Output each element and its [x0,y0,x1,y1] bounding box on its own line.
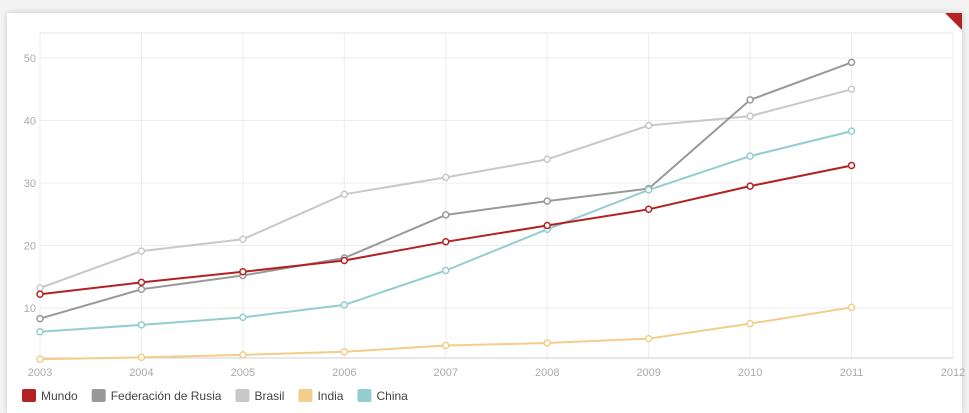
data-point[interactable] [239,268,247,276]
data-point[interactable] [746,319,754,328]
y-axis-ticks: 10 20 30 40 50 [24,53,36,315]
legend: Mundo Federación de Rusia Brasil India China [22,389,408,403]
y-tick-label: 30 [24,178,36,190]
data-point[interactable] [442,341,450,350]
data-point[interactable] [746,96,754,104]
x-tick-label: 2009 [636,367,660,379]
legend-swatch [357,389,372,402]
x-axis-ticks: 2003 2004 2005 2006 2007 2008 2009 2010 2011 2012 [28,367,965,379]
grid [39,32,954,359]
data-point[interactable] [644,205,653,213]
legend-item-federación-de-rusia[interactable]: Federación de Rusia [91,389,222,403]
legend-item-india[interactable]: India [298,389,344,403]
data-point[interactable] [847,161,856,170]
x-tick-label: 2012 [941,367,965,379]
data-point[interactable] [137,321,146,329]
legend-label: Brasil [254,389,284,403]
legend-label: Federación de Rusia [111,389,222,403]
data-point[interactable] [543,197,551,205]
data-point[interactable] [36,290,44,298]
data-point[interactable] [340,301,349,309]
data-point[interactable] [442,173,450,182]
data-point[interactable] [644,121,653,130]
data-point[interactable] [137,247,146,255]
data-point[interactable] [442,238,450,246]
x-tick-label: 2003 [28,367,52,379]
data-point[interactable] [442,266,450,275]
data-point[interactable] [746,112,754,120]
x-tick-label: 2006 [332,367,356,379]
data-point[interactable] [644,334,653,343]
data-point[interactable] [746,182,754,190]
data-point[interactable] [340,256,349,265]
data-point[interactable] [239,351,247,359]
legend-swatch [22,389,36,402]
data-point[interactable] [137,278,146,287]
data-point[interactable] [543,155,551,163]
legend-label: Mundo [41,389,78,403]
data-point[interactable] [442,211,450,219]
data-point[interactable] [340,348,349,356]
data-point[interactable] [36,314,44,323]
x-tick-label: 2007 [434,367,458,379]
legend-item-brasil[interactable]: Brasil [235,389,284,403]
data-point[interactable] [137,285,146,293]
data-point[interactable] [239,313,247,322]
data-point[interactable] [847,85,856,93]
x-tick-label: 2004 [129,367,153,379]
data-point[interactable] [847,58,856,67]
data-point[interactable] [137,353,146,362]
y-tick-label: 10 [24,303,36,315]
data-point[interactable] [543,339,551,347]
x-tick-label: 2005 [231,367,255,379]
legend-item-mundo[interactable]: Mundo [22,389,78,403]
x-tick-label: 2011 [840,367,864,379]
data-point[interactable] [746,152,754,160]
data-point[interactable] [239,235,247,243]
data-point[interactable] [644,186,653,194]
data-point[interactable] [36,328,44,336]
series-points [36,58,856,363]
legend-label: China [376,389,408,403]
data-point[interactable] [847,303,856,312]
data-point[interactable] [340,190,349,198]
legend-item-china[interactable]: China [357,389,408,403]
y-tick-label: 50 [24,53,36,65]
y-tick-label: 20 [24,241,36,253]
data-point[interactable] [36,355,44,363]
x-tick-label: 2008 [535,367,559,379]
data-point[interactable] [543,221,551,230]
legend-swatch [235,389,250,402]
y-tick-label: 40 [24,116,36,128]
legend-swatch [298,389,313,402]
data-point[interactable] [36,284,44,292]
legend-label: India [317,389,343,403]
x-tick-label: 2010 [738,367,762,379]
legend-swatch [91,389,106,402]
data-point[interactable] [847,127,856,135]
